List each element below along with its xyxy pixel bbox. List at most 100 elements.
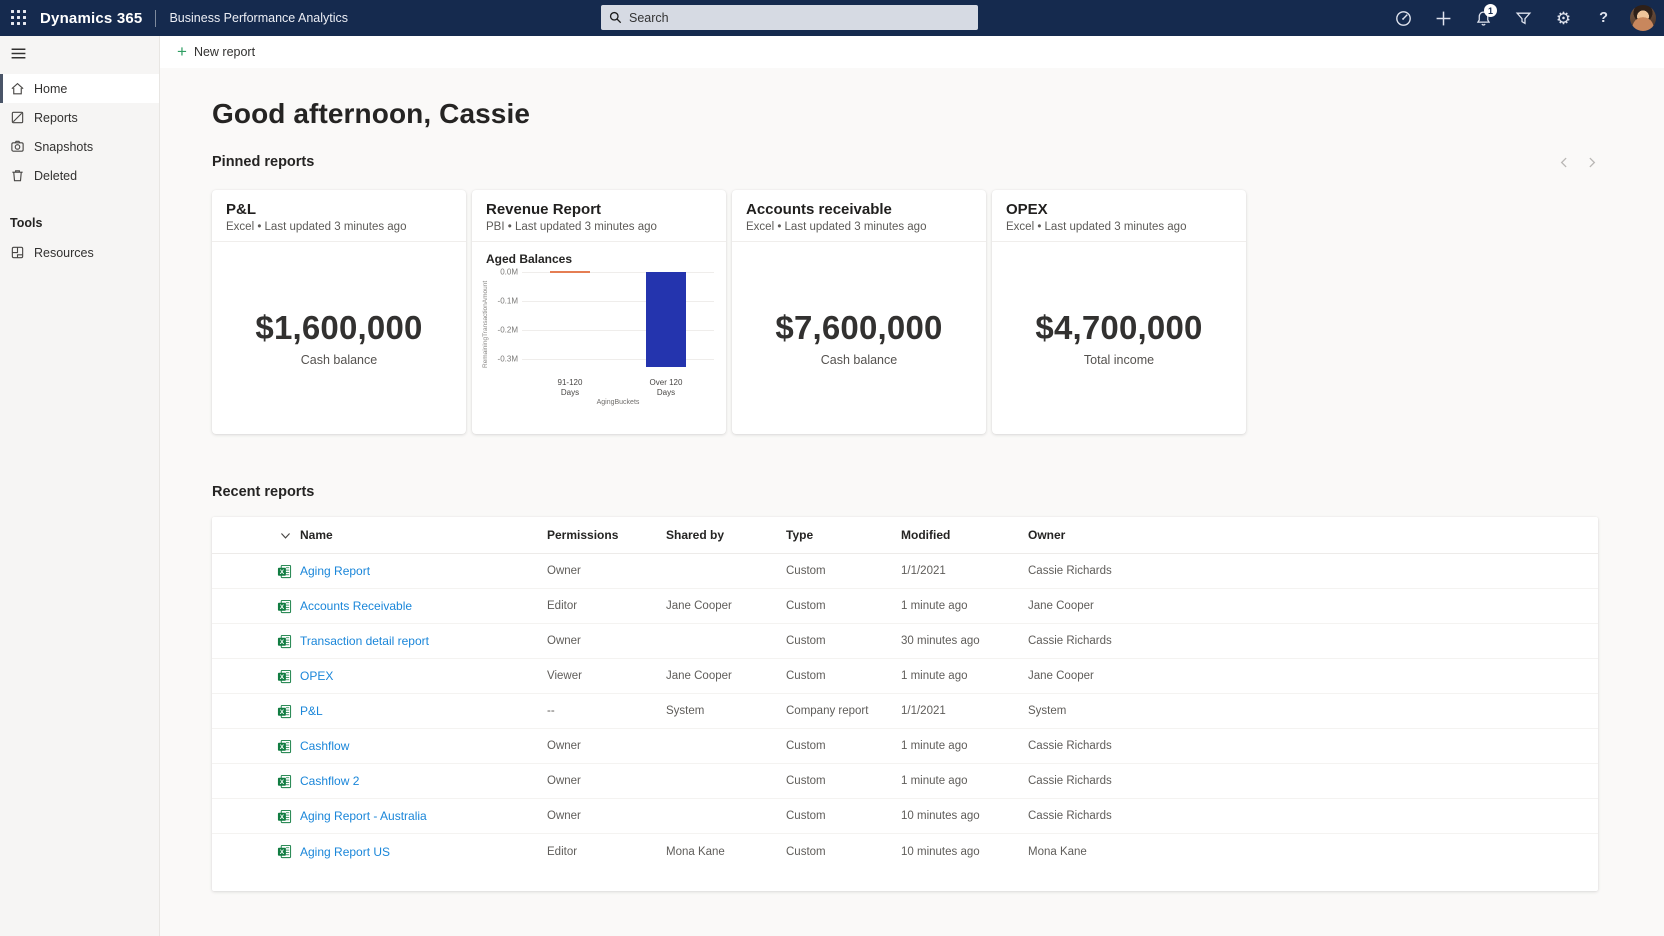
cell-permissions: Viewer xyxy=(547,670,582,682)
pinned-card-accounts-receivable[interactable]: Accounts receivable Excel • Last updated… xyxy=(732,190,986,434)
pinned-card-revenue-report[interactable]: Revenue Report PBI • Last updated 3 minu… xyxy=(472,190,726,434)
kpi-value: $4,700,000 xyxy=(1035,309,1203,346)
home-icon xyxy=(11,82,24,95)
card-title: Revenue Report xyxy=(486,201,602,218)
cell-permissions: Editor xyxy=(547,600,578,612)
cell-shared-by: System xyxy=(666,705,705,717)
cell-shared-by: Jane Cooper xyxy=(666,600,732,612)
sidebar-nav: Home Reports Snapshots Deleted xyxy=(0,74,159,190)
settings-gear-icon[interactable]: ⚙ xyxy=(1555,8,1572,28)
sidebar-item-resources[interactable]: Resources xyxy=(0,238,159,267)
chart-y-axis-label: RemainingTransactionAmount xyxy=(482,280,489,368)
report-name-link[interactable]: Aging Report xyxy=(300,564,371,578)
negative-bar-over-120 xyxy=(646,272,686,367)
card-subtitle: Excel • Last updated 3 minutes ago xyxy=(1006,221,1187,233)
excel-file-icon: X xyxy=(277,634,292,648)
column-header-shared-by[interactable]: Shared by xyxy=(666,528,725,542)
report-name-link[interactable]: Aging Report - Australia xyxy=(300,809,427,823)
compass-icon[interactable] xyxy=(1387,3,1420,33)
excel-file-icon: X xyxy=(277,739,292,753)
chart-y-ticks: 0.0M -0.1M -0.2M -0.3M xyxy=(497,267,518,364)
cell-modified: 10 minutes ago xyxy=(901,845,980,858)
command-bar: + New report xyxy=(160,36,1664,68)
report-name-link[interactable]: Aging Report US xyxy=(300,844,391,859)
cell-permissions: Editor xyxy=(547,845,578,858)
excel-file-icon: X xyxy=(277,669,292,683)
table-row[interactable]: X Cashflow Owner Custom 1 minute ago Cas… xyxy=(212,729,1598,764)
svg-text:X: X xyxy=(280,778,285,785)
column-header-name[interactable]: Name xyxy=(300,528,333,542)
app-launcher-waffle-icon[interactable] xyxy=(0,0,38,36)
chart-plot-area xyxy=(522,271,714,372)
column-header-permissions[interactable]: Permissions xyxy=(547,528,619,542)
column-header-modified[interactable]: Modified xyxy=(901,528,951,542)
cell-owner: Cassie Richards xyxy=(1028,775,1112,787)
sidebar-item-reports[interactable]: Reports xyxy=(0,103,159,132)
cell-modified: 10 minutes ago xyxy=(901,810,980,822)
cell-owner: Cassie Richards xyxy=(1028,635,1112,647)
main-area: Good afternoon, Cassie Pinned reports xyxy=(160,68,1664,936)
table-row[interactable]: X P&L -- System Company report 1/1/2021 … xyxy=(212,694,1598,729)
column-header-owner[interactable]: Owner xyxy=(1028,528,1066,542)
cell-modified: 1 minute ago xyxy=(901,670,968,682)
table-row[interactable]: X Aging Report US Editor Mona Kane Custo… xyxy=(212,834,1598,869)
help-icon[interactable]: ? xyxy=(1599,10,1608,26)
report-name-link[interactable]: Cashflow xyxy=(300,739,350,753)
cell-owner: Jane Cooper xyxy=(1028,600,1094,612)
cell-shared-by: Mona Kane xyxy=(666,845,725,858)
near-zero-bar-91-120 xyxy=(550,271,590,273)
card-subtitle: PBI • Last updated 3 minutes ago xyxy=(486,221,657,233)
cell-type: Company report xyxy=(786,705,869,717)
search-input[interactable] xyxy=(629,10,970,25)
chevron-right-icon[interactable] xyxy=(1585,156,1598,169)
cell-owner: System xyxy=(1028,705,1067,717)
excel-file-icon: X xyxy=(277,599,292,613)
chevron-left-icon[interactable] xyxy=(1558,156,1571,169)
column-header-type[interactable]: Type xyxy=(786,528,814,542)
report-name-link[interactable]: P&L xyxy=(300,704,323,718)
filter-funnel-icon[interactable] xyxy=(1507,3,1540,33)
sidebar-item-home[interactable]: Home xyxy=(0,74,159,103)
pinned-card-opex[interactable]: OPEX Excel • Last updated 3 minutes ago … xyxy=(992,190,1246,434)
sidebar-item-snapshots[interactable]: Snapshots xyxy=(0,132,159,161)
report-name-link[interactable]: Accounts Receivable xyxy=(300,599,413,613)
add-icon[interactable] xyxy=(1427,3,1460,33)
navbar-divider xyxy=(155,9,157,27)
new-report-button[interactable]: + New report xyxy=(177,42,256,61)
app-name[interactable]: Business Performance Analytics xyxy=(169,11,349,25)
select-all-chevron-icon[interactable] xyxy=(212,529,300,542)
user-avatar[interactable] xyxy=(1630,5,1656,31)
cell-permissions: Owner xyxy=(547,565,581,577)
notification-badge: 1 xyxy=(1484,4,1497,17)
content-column: + New report Good afternoon, Cassie Pinn… xyxy=(160,36,1664,936)
new-report-label: New report xyxy=(193,45,256,59)
table-row[interactable]: X Accounts Receivable Editor Jane Cooper… xyxy=(212,589,1598,624)
brand-title[interactable]: Dynamics 365 xyxy=(40,9,143,27)
svg-text:X: X xyxy=(280,743,285,750)
kpi-label: Total income xyxy=(1083,353,1155,367)
cell-modified: 1 minute ago xyxy=(901,600,968,612)
report-name-link[interactable]: OPEX xyxy=(300,669,334,683)
cell-permissions: Owner xyxy=(547,635,581,647)
plus-icon: + xyxy=(177,42,187,61)
table-row[interactable]: X Cashflow 2 Owner Custom 1 minute ago C… xyxy=(212,764,1598,799)
cell-modified: 1/1/2021 xyxy=(901,705,946,717)
report-name-link[interactable]: Cashflow 2 xyxy=(300,774,360,788)
table-row[interactable]: X Transaction detail report Owner Custom… xyxy=(212,624,1598,659)
global-search[interactable] xyxy=(601,5,978,30)
table-row[interactable]: X OPEX Viewer Jane Cooper Custom 1 minut… xyxy=(212,659,1598,694)
svg-text:X: X xyxy=(280,603,285,610)
pinned-card-pl[interactable]: P&L Excel • Last updated 3 minutes ago $… xyxy=(212,190,466,434)
cell-shared-by: Jane Cooper xyxy=(666,670,732,682)
table-row[interactable]: X Aging Report - Australia Owner Custom … xyxy=(212,799,1598,834)
sidebar-item-deleted[interactable]: Deleted xyxy=(0,161,159,190)
cell-modified: 1 minute ago xyxy=(901,775,968,787)
sidebar-item-label: Deleted xyxy=(34,168,78,183)
notifications-bell-icon[interactable]: 1 xyxy=(1467,3,1500,33)
report-name-link[interactable]: Transaction detail report xyxy=(300,634,429,648)
excel-file-icon: X xyxy=(277,809,292,823)
excel-file-icon: X xyxy=(277,704,292,718)
hamburger-menu-icon[interactable] xyxy=(0,36,159,70)
cell-permissions: Owner xyxy=(547,775,581,787)
table-row[interactable]: X Aging Report Owner Custom 1/1/2021 Cas… xyxy=(212,554,1598,589)
